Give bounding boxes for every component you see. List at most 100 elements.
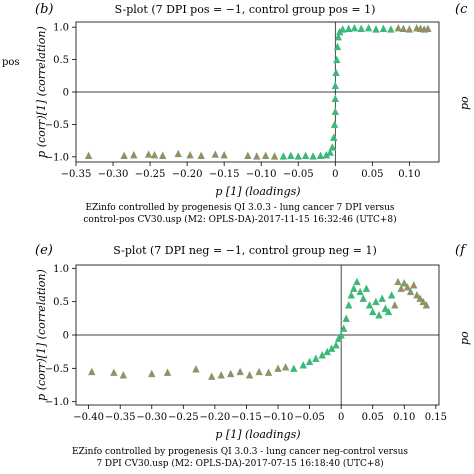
- data-point: [281, 363, 290, 371]
- y-tick-label: 1.0: [53, 23, 69, 34]
- data-point: [397, 284, 405, 292]
- x-tick-label: −0.30: [98, 169, 129, 180]
- panel-b-x-ticks: −0.35 −0.30 −0.25 −0.20 −0.15 −0.10 −0.05 0 0.05…: [61, 162, 421, 180]
- right-fragment-c: (c: [455, 2, 468, 17]
- panel-e: (e) S-plot (7 DPI neg = −1, control grou…: [35, 243, 447, 469]
- data-point: [326, 148, 334, 156]
- x-tick-label: 0: [332, 169, 338, 180]
- data-point: [261, 151, 270, 160]
- x-tick-label: 0.15: [425, 412, 447, 423]
- data-point: [220, 150, 228, 159]
- data-point: [119, 371, 128, 379]
- data-point: [339, 324, 348, 332]
- data-point: [387, 25, 395, 33]
- x-tick-label: 0.05: [361, 169, 383, 180]
- data-point: [316, 151, 325, 160]
- right-fragment-f: (f: [455, 243, 467, 258]
- y-tick-label: −0.5: [45, 120, 69, 131]
- x-tick-label: −0.10: [246, 169, 277, 180]
- data-point: [394, 277, 402, 286]
- x-tick-label: 0.10: [393, 412, 415, 423]
- panel-e-xlabel: p [1] (loadings): [215, 428, 300, 441]
- data-point: [384, 307, 393, 316]
- right-fragment-po-bottom: po: [458, 331, 471, 345]
- data-point: [362, 284, 371, 292]
- data-point: [84, 151, 93, 160]
- data-point: [422, 301, 431, 309]
- data-point: [144, 150, 153, 158]
- data-point: [359, 294, 367, 302]
- data-point: [345, 301, 353, 309]
- data-point: [274, 364, 282, 372]
- panel-e-y-ticks: −1.0 −0.5 0 0.5 1.0: [45, 264, 76, 408]
- right-fragment-po-top: po: [458, 96, 471, 110]
- data-point: [364, 23, 373, 32]
- x-tick-label: −0.30: [136, 412, 167, 423]
- data-point: [244, 151, 252, 160]
- data-point: [332, 68, 340, 77]
- panel-b-points: [84, 23, 432, 160]
- data-point: [379, 24, 388, 32]
- data-point: [309, 152, 317, 160]
- data-point: [328, 143, 337, 151]
- data-point: [353, 277, 361, 286]
- panel-e-points: [88, 277, 431, 380]
- x-tick-label: −0.10: [263, 412, 294, 423]
- panel-b-ylabel: p (corr)[1] (correlation): [35, 26, 48, 158]
- data-point: [253, 152, 261, 160]
- data-point: [369, 307, 377, 316]
- data-point: [197, 151, 205, 160]
- panel-b-caption-line-1: EZinfo controlled by progenesis QI 3.0.3…: [85, 203, 394, 213]
- y-tick-label: 0.5: [53, 297, 69, 308]
- data-point: [375, 311, 383, 319]
- panel-e-x-ticks: −0.40 −0.35 −0.30 −0.25 −0.20 −0.15 −0.10 −0.05…: [73, 405, 447, 423]
- data-point: [290, 364, 298, 372]
- data-point: [158, 151, 167, 160]
- panel-b-caption-line-2: control-pos CV30.usp (M2: OPLS-DA)-2017-…: [83, 214, 396, 225]
- data-point: [406, 287, 415, 296]
- data-point: [391, 301, 399, 309]
- data-point: [357, 24, 365, 32]
- data-point: [333, 42, 342, 51]
- x-tick-label: −0.20: [172, 169, 203, 180]
- data-point: [226, 369, 235, 378]
- data-point: [350, 23, 359, 32]
- data-point: [403, 283, 412, 291]
- y-tick-label: −1.0: [45, 152, 69, 163]
- side-fragments: pos (c po (f po: [2, 2, 471, 345]
- panel-e-ylabel: p (corr)[1] (correlation): [35, 269, 48, 401]
- panel-e-caption-line-1: EZinfo controlled by progenesis QI 3.0.3…: [72, 447, 408, 457]
- data-point: [387, 291, 396, 299]
- data-point: [331, 107, 339, 115]
- data-point: [208, 372, 216, 380]
- data-point: [405, 25, 414, 33]
- data-point: [342, 314, 350, 322]
- panel-e-title: S-plot (7 DPI neg = −1, control group ne…: [113, 244, 377, 257]
- x-tick-label: −0.05: [294, 412, 325, 423]
- data-point: [130, 150, 138, 159]
- data-point: [394, 23, 402, 32]
- y-tick-label: 0.5: [53, 55, 69, 66]
- data-point: [365, 301, 374, 309]
- y-tick-label: 1.0: [53, 264, 69, 275]
- data-point: [347, 291, 355, 299]
- data-point: [381, 304, 390, 312]
- data-point: [413, 291, 421, 299]
- data-point: [399, 24, 408, 32]
- x-tick-label: 0.10: [398, 169, 420, 180]
- data-point: [372, 297, 380, 306]
- data-point: [163, 368, 172, 376]
- data-point: [301, 151, 310, 160]
- data-point: [120, 151, 128, 160]
- y-tick-label: −1.0: [45, 397, 69, 408]
- x-tick-label: −0.35: [105, 412, 136, 423]
- data-point: [356, 287, 364, 296]
- data-point: [294, 152, 302, 160]
- data-point: [372, 25, 380, 33]
- panel-e-letter: (e): [35, 243, 53, 258]
- data-point: [279, 152, 288, 160]
- data-point: [333, 55, 341, 64]
- x-tick-label: 0: [338, 412, 344, 423]
- x-tick-label: −0.25: [135, 169, 166, 180]
